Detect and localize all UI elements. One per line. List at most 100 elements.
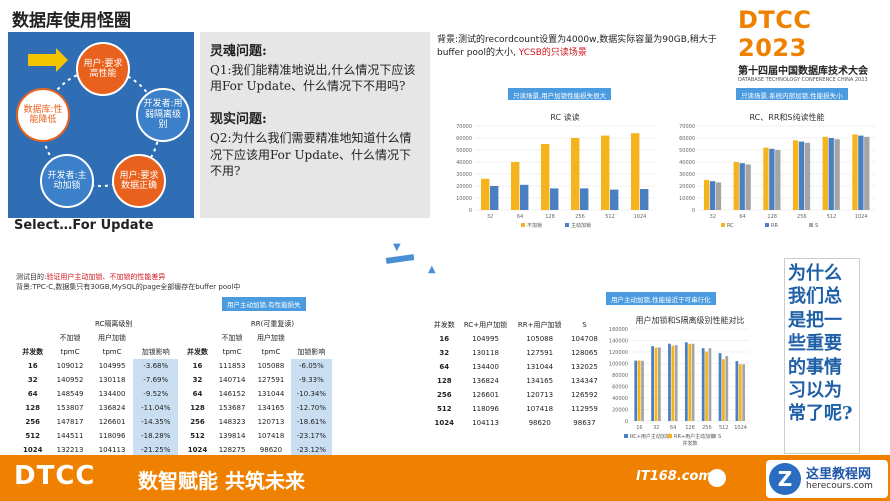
partner-logo: IT168.com [636,469,712,484]
wechat-icon [708,469,726,487]
table-cell: -12.70% [290,401,332,415]
table-row: 128 153807 136824 -11.04% [16,401,178,415]
site-name-en: herecours.com [806,481,873,491]
real-heading: 现实问题: [210,112,267,128]
table-cell: 512 [190,432,205,440]
x-tick-label: 64 [739,214,745,220]
table-callout: 用户主动加锁,有性能损失 [222,297,306,311]
y-tick-label: 60000 [456,136,472,142]
x-tick-label: 256 [575,214,585,220]
table-cell: 136824 [472,377,499,385]
table-cell: 134165 [526,377,554,385]
table-cell: 128 [25,404,41,412]
y-tick-label: 140000 [609,339,628,345]
y-tick-label: 60000 [612,385,628,391]
cycle-caption: Select…For Update [14,218,154,233]
table-cell: 1024 [187,446,208,454]
table-cell: 131044 [526,363,554,371]
legend-label: 不加锁 [527,222,542,229]
legend-swatch [624,434,628,438]
y-tick-label: 50000 [456,148,472,154]
table-cell: 146152 [218,390,246,398]
table-cell: 130118 [472,349,499,357]
bar [745,164,751,210]
table-row: 512 144511 118096 -18.28% [16,429,178,443]
legend-swatch [721,223,725,227]
table-row: 512 139814 107418 -23.17% [182,429,332,443]
site-name-cn: 这里教程网 [806,467,872,482]
real-text: Q2:为什么我们需要精准地知道什么情况下应该用For Update、什么情况下不… [210,131,412,178]
x-tick-label: 512 [719,425,729,431]
rc-sub-header: tpmC [102,348,122,356]
table-row: 32 140714 127591 -9.33% [182,373,332,387]
y-tick-label: 10000 [679,196,695,202]
y-tick-label: 70000 [679,124,695,130]
table-cell: 134400 [472,363,499,371]
highlight-arrow-icon [28,48,68,72]
rr-sub-header: 加锁影响 [297,348,326,356]
cycle-node-dev-weak-isolation: 开发者:用弱隔离级别 [136,88,190,142]
logo-en: DATABASE TECHNOLOGY CONFERENCE CHINA 202… [738,77,868,83]
table-cell: 128 [436,377,452,385]
chart1-callout: 只读场景,用户加锁性能损失很大 [508,88,612,102]
table-cell: 16 [439,335,450,343]
table-cell: 512 [436,405,452,413]
table-cell: 147817 [56,418,84,426]
table-cell: 64 [27,390,38,398]
bar [490,186,499,210]
y-tick-label: 70000 [456,124,472,130]
table-cell: 98637 [573,419,596,427]
y-tick-label: 30000 [679,172,695,178]
legend-label: RR [771,223,778,229]
table-row: 16 111853 105088 -6.05% [182,359,332,373]
table-cell: 64 [192,390,203,398]
cycle-node-user-performance: 用户:要求高性能 [76,42,130,96]
x-tick-label: 128 [767,214,777,220]
x-tick-label: 16 [636,425,642,431]
y-tick-label: 40000 [612,396,628,402]
bar [733,162,739,210]
table-cell: 126601 [98,418,126,426]
table-cell: 118096 [98,432,126,440]
cycle-node-db-slow: 数据库:性能降低 [16,88,70,142]
table-cell: 128275 [218,446,246,454]
bar [864,136,870,210]
bar [858,135,864,210]
table-row: 1024 104113 98620 98637 [430,416,602,430]
bar [481,178,490,210]
table-cell: 104995 [98,362,126,370]
table-row: 128 136824 134165 134347 [430,374,602,388]
why-text: 为什么我们总是把一些重要的事情习以为常了呢? [788,263,853,425]
table-cell: 112959 [571,405,598,413]
y-tick-label: 40000 [679,160,695,166]
y-tick-label: 40000 [456,160,472,166]
bar [763,147,769,210]
bar [828,138,834,210]
cmp-header: RR+用户加锁 [517,321,562,329]
x-tick-label: 64 [670,425,676,431]
bar [834,139,840,210]
rr-col-group: 用户加锁 [256,334,285,342]
bar [709,181,716,210]
table-row: 512 118096 107418 112959 [430,402,602,416]
chart-title: RC、RR和S纯读性能 [750,112,825,122]
bar [735,361,739,421]
table-cell: 136824 [98,404,126,412]
table-cell: 256 [190,418,205,426]
rc-sub-header: 加锁影响 [141,348,170,356]
bar [550,188,559,210]
bar [520,184,529,210]
rc-table: RC隔离级别 不加锁 用户加锁 并发数 tpmC tpmC 加锁影响 16 109012 1… [16,317,178,457]
table-cell: 128 [190,404,205,412]
bar [631,133,640,210]
table-cell: 104708 [571,335,598,343]
table-cell: -23.12% [290,443,332,457]
logo-big: DTCC 2023 [738,6,812,62]
table-cell: 107418 [257,432,285,440]
table-cell: 132213 [56,446,84,454]
table-cell: 16 [27,362,38,370]
site-watermark[interactable]: Z 这里教程网 herecours.com [766,460,888,498]
y-tick-label: 0 [625,419,628,425]
legend-label: 主动加锁 [571,222,591,229]
table-cell: 127591 [257,376,285,384]
